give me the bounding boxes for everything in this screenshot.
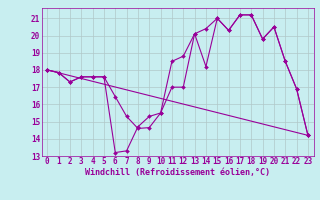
X-axis label: Windchill (Refroidissement éolien,°C): Windchill (Refroidissement éolien,°C) — [85, 168, 270, 177]
